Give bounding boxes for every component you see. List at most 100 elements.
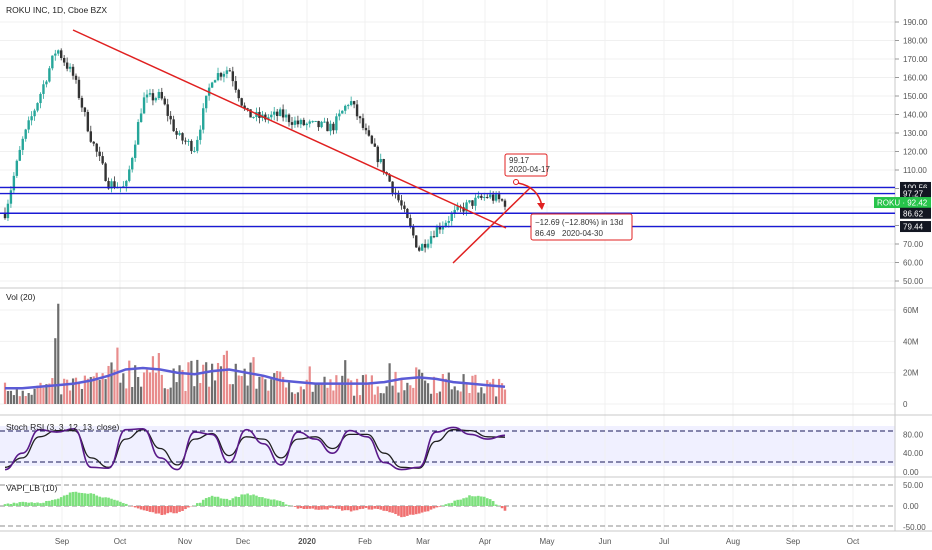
vapi-bar (444, 504, 448, 506)
volume-bar (21, 390, 24, 404)
annotation-bottom-callout[interactable]: −12.69 (−12.80%) in 13d 86.49 2020-04-30 (530, 213, 633, 241)
vapi-bar (400, 506, 403, 518)
candle-body (187, 140, 190, 142)
vapi-bar (9, 503, 13, 506)
time-tick-label: Sep (55, 537, 70, 546)
candle-body (95, 143, 98, 152)
candle-body (219, 73, 223, 77)
volume-bar (184, 390, 187, 404)
vapi-bar (175, 506, 178, 514)
vapi-bar (465, 497, 468, 506)
candle-body (426, 243, 430, 248)
volume-bar (39, 382, 42, 404)
vertical-grid (61, 0, 854, 531)
vapi-tick-label: -50.00 (903, 523, 926, 532)
annotation-bottom-box (530, 213, 633, 241)
candle-body (344, 105, 347, 111)
volume-bar (341, 375, 344, 404)
candle-body (33, 110, 36, 117)
candle-body (36, 103, 39, 111)
candle-body (270, 114, 273, 118)
uptrend-line[interactable] (452, 187, 531, 264)
vapi-bar (130, 506, 134, 507)
volume-bar (211, 363, 214, 404)
vapi-bar (388, 506, 391, 513)
current-price-label: ROKU · 92.42 (877, 199, 928, 208)
volume-bar (367, 383, 371, 404)
volume-bar (142, 372, 146, 404)
stoch-tick-label: 80.00 (903, 430, 924, 439)
vapi-bar (406, 506, 409, 516)
volume-bar (134, 365, 137, 404)
vapi-bar (482, 496, 486, 506)
candle-body (9, 190, 13, 204)
vapi-bar (116, 500, 119, 506)
candle-body (199, 129, 202, 140)
volume-bar (388, 363, 391, 404)
downtrend-line[interactable] (72, 29, 507, 229)
volume-bar (252, 357, 255, 404)
volume-bars (3, 303, 507, 404)
vapi-bar (423, 506, 427, 512)
volume-bar (131, 386, 134, 404)
vapi-bar (48, 500, 51, 506)
volume-bar (287, 382, 291, 404)
candle-body (355, 104, 359, 117)
volume-title: Vol (20) (6, 292, 35, 302)
vapi-axis: 50.00 0.00 -50.00 (903, 481, 926, 532)
vapi-bar (89, 493, 93, 506)
horizontal-levels[interactable] (0, 186, 895, 228)
candle-body (77, 79, 81, 98)
annotation-top-date: 2020-04-17 (509, 165, 550, 174)
volume-bar (193, 386, 196, 404)
volume-tick-label: 60M (903, 306, 919, 315)
vapi-bar (6, 503, 10, 506)
price-tick-label: 160.00 (903, 74, 928, 83)
volume-tick-label: 40M (903, 337, 919, 346)
candle-body (364, 127, 368, 131)
time-axis[interactable]: Sep Oct Nov Dec 2020 Feb Mar Apr May Jun Jul Aug Sep… (55, 537, 860, 546)
volume-bar (98, 379, 101, 404)
candle-body (80, 97, 84, 108)
volume-bar (273, 373, 276, 404)
vapi-bar (308, 506, 312, 509)
annotation-top-callout[interactable]: 99.17 2020-04-17 (504, 153, 550, 185)
vapi-bar (420, 506, 424, 513)
volume-bar (3, 382, 7, 404)
vapi-bar (370, 506, 374, 510)
volume-bar (480, 387, 483, 404)
volume-bar (391, 385, 394, 404)
candle-body (349, 101, 353, 106)
level-tag (900, 181, 931, 193)
volume-bar (450, 389, 453, 404)
volume-bar (394, 371, 397, 404)
candle-body (154, 98, 158, 101)
vapi-bar (397, 506, 400, 516)
volume-bar (36, 385, 39, 404)
vapi-bar (160, 506, 164, 516)
vapi-bar (234, 496, 238, 506)
vapi-bar (435, 506, 439, 508)
vapi-bar (95, 495, 99, 506)
volume-bar (15, 389, 18, 404)
price-tick-label: 50.00 (903, 277, 924, 286)
candle-body (133, 144, 137, 158)
volume-bar (267, 390, 270, 404)
candle-body (30, 116, 33, 121)
vapi-histogram (3, 491, 507, 518)
vapi-bar (3, 504, 7, 506)
vapi-bar (456, 499, 459, 506)
vapi-bar (471, 496, 474, 506)
vapi-tick-label: 0.00 (903, 502, 919, 511)
volume-bar (308, 366, 311, 404)
volume-bar (187, 362, 190, 404)
vapi-bar (278, 500, 282, 506)
volume-bar (6, 391, 10, 404)
volume-bar (462, 374, 465, 404)
candle-body (181, 133, 184, 141)
vapi-bar (281, 501, 285, 506)
vapi-bar (269, 499, 273, 506)
time-tick-label: Aug (726, 537, 740, 546)
candle-body (71, 66, 75, 76)
vapi-bar (302, 506, 306, 509)
